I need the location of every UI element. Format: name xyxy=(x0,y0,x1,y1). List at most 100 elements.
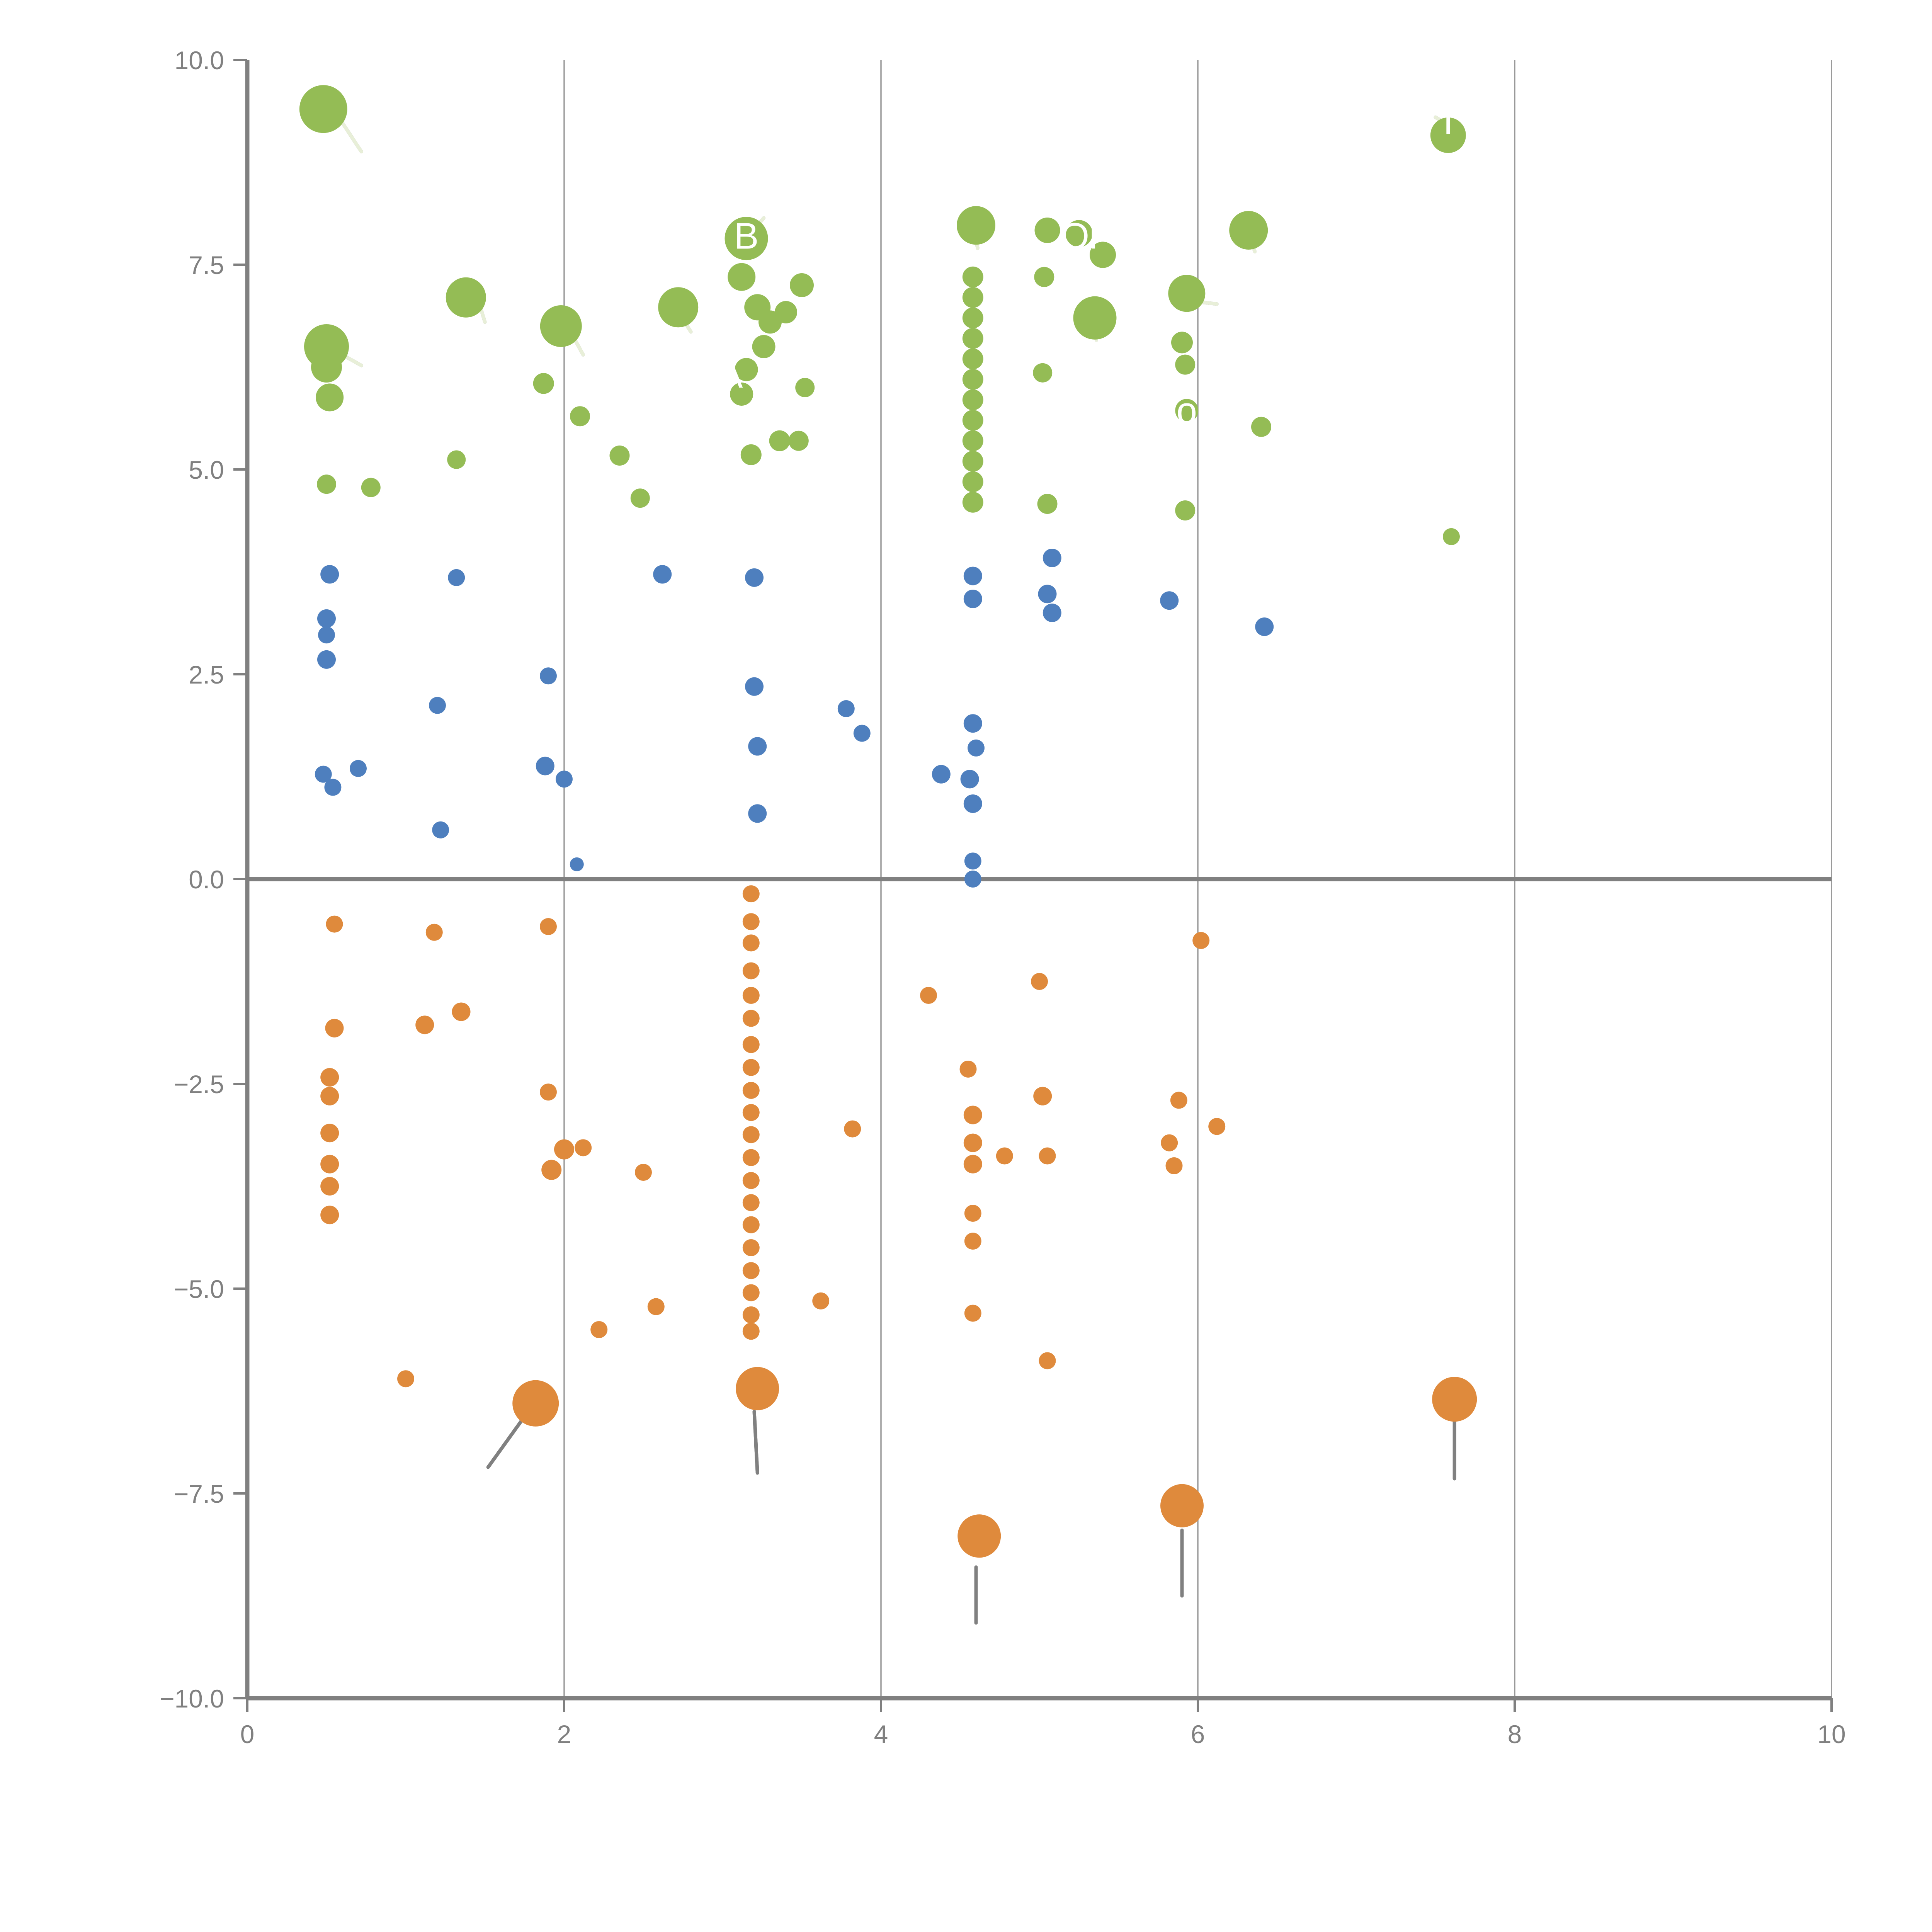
data-point-orange[interactable] xyxy=(742,1284,760,1301)
data-point-orange[interactable] xyxy=(742,1262,760,1279)
data-point-orange[interactable] xyxy=(742,1239,760,1256)
data-point-orange[interactable] xyxy=(1039,1352,1056,1369)
data-point-green[interactable] xyxy=(1443,528,1460,545)
data-point-green[interactable] xyxy=(1037,494,1058,514)
data-point-orange[interactable] xyxy=(512,1380,559,1427)
data-point-green[interactable] xyxy=(724,217,768,260)
data-point-blue[interactable] xyxy=(317,650,336,669)
data-point-orange[interactable] xyxy=(963,1133,982,1152)
data-point-orange[interactable] xyxy=(1031,973,1048,990)
data-point-green[interactable] xyxy=(316,383,344,412)
data-point-green[interactable] xyxy=(311,352,342,383)
data-point-orange[interactable] xyxy=(742,1082,760,1099)
data-point-orange[interactable] xyxy=(320,1206,339,1225)
data-point-orange[interactable] xyxy=(326,915,343,933)
data-point-green[interactable] xyxy=(1430,117,1466,153)
data-point-blue[interactable] xyxy=(963,589,982,608)
data-point-blue[interactable] xyxy=(556,770,573,788)
data-point-orange[interactable] xyxy=(320,1068,339,1087)
data-point-blue[interactable] xyxy=(653,565,672,584)
data-point-orange[interactable] xyxy=(1033,1087,1052,1105)
data-point-green[interactable] xyxy=(658,287,699,328)
data-point-blue[interactable] xyxy=(745,568,764,587)
data-point-green[interactable] xyxy=(962,451,983,472)
data-point-orange[interactable] xyxy=(844,1120,861,1138)
data-point-orange[interactable] xyxy=(1192,932,1210,949)
data-point-orange[interactable] xyxy=(742,1059,760,1076)
data-point-green[interactable] xyxy=(1034,217,1060,243)
data-point-orange[interactable] xyxy=(590,1321,608,1338)
data-point-blue[interactable] xyxy=(1043,548,1061,567)
data-point-orange[interactable] xyxy=(742,1172,760,1189)
data-point-orange[interactable] xyxy=(1432,1377,1477,1422)
data-point-blue[interactable] xyxy=(968,739,985,757)
series-green-markers[interactable] xyxy=(299,85,1466,545)
data-point-orange[interactable] xyxy=(575,1139,592,1156)
data-point-orange[interactable] xyxy=(964,1304,981,1322)
data-point-green[interactable] xyxy=(1090,242,1116,268)
data-point-green[interactable] xyxy=(609,445,630,466)
data-point-blue[interactable] xyxy=(570,857,584,871)
data-point-blue[interactable] xyxy=(536,757,554,776)
data-point-orange[interactable] xyxy=(742,1149,760,1166)
data-point-orange[interactable] xyxy=(415,1015,434,1034)
data-point-green[interactable] xyxy=(1168,275,1206,312)
data-point-blue[interactable] xyxy=(1038,585,1057,604)
data-point-orange[interactable] xyxy=(742,1126,760,1143)
data-point-orange[interactable] xyxy=(452,1002,471,1021)
data-point-orange[interactable] xyxy=(1208,1118,1226,1135)
data-point-green[interactable] xyxy=(962,369,983,390)
data-point-blue[interactable] xyxy=(960,770,979,789)
data-point-blue[interactable] xyxy=(963,714,982,733)
data-point-orange[interactable] xyxy=(959,1060,977,1078)
data-point-blue[interactable] xyxy=(1255,617,1274,636)
data-point-green[interactable] xyxy=(735,358,758,381)
data-point-orange[interactable] xyxy=(1039,1147,1056,1165)
series-orange-markers[interactable] xyxy=(320,885,1477,1558)
data-point-orange[interactable] xyxy=(964,1233,981,1250)
data-point-blue[interactable] xyxy=(853,724,871,742)
data-point-green[interactable] xyxy=(1033,363,1053,383)
data-point-orange[interactable] xyxy=(1160,1484,1204,1527)
data-point-green[interactable] xyxy=(962,266,983,287)
data-point-green[interactable] xyxy=(540,305,582,347)
data-point-green[interactable] xyxy=(962,328,983,349)
data-point-orange[interactable] xyxy=(540,918,557,935)
data-point-orange[interactable] xyxy=(1170,1092,1187,1109)
data-point-blue[interactable] xyxy=(540,667,557,685)
data-point-green[interactable] xyxy=(962,430,983,451)
data-point-blue[interactable] xyxy=(315,765,332,783)
data-point-green[interactable] xyxy=(962,287,983,308)
data-point-blue[interactable] xyxy=(350,760,367,777)
data-point-blue[interactable] xyxy=(432,821,449,838)
data-point-green[interactable] xyxy=(317,474,336,494)
data-point-green[interactable] xyxy=(962,389,983,410)
data-point-green[interactable] xyxy=(962,307,983,328)
data-point-orange[interactable] xyxy=(742,1194,760,1211)
data-point-blue[interactable] xyxy=(964,852,981,870)
data-point-green[interactable] xyxy=(1175,354,1196,375)
data-point-orange[interactable] xyxy=(996,1147,1013,1165)
data-point-blue[interactable] xyxy=(748,804,767,823)
data-point-blue[interactable] xyxy=(1160,591,1179,610)
data-point-green[interactable] xyxy=(361,478,381,497)
data-point-green[interactable] xyxy=(962,348,983,369)
data-point-green[interactable] xyxy=(752,335,776,358)
data-point-blue[interactable] xyxy=(745,677,764,696)
data-point-orange[interactable] xyxy=(957,1514,1001,1558)
data-point-orange[interactable] xyxy=(320,1177,339,1196)
data-point-orange[interactable] xyxy=(554,1139,574,1160)
data-point-orange[interactable] xyxy=(742,885,760,903)
data-point-green[interactable] xyxy=(962,492,983,513)
data-point-green[interactable] xyxy=(1065,220,1093,247)
data-point-orange[interactable] xyxy=(320,1087,339,1105)
data-point-blue[interactable] xyxy=(1043,604,1061,622)
data-point-green[interactable] xyxy=(1175,399,1199,422)
data-point-blue[interactable] xyxy=(324,779,342,796)
data-point-green[interactable] xyxy=(630,488,650,508)
data-point-green[interactable] xyxy=(775,301,797,323)
data-point-orange[interactable] xyxy=(742,913,760,930)
data-point-green[interactable] xyxy=(1229,211,1268,250)
data-point-orange[interactable] xyxy=(742,934,760,952)
data-point-blue[interactable] xyxy=(318,626,335,644)
